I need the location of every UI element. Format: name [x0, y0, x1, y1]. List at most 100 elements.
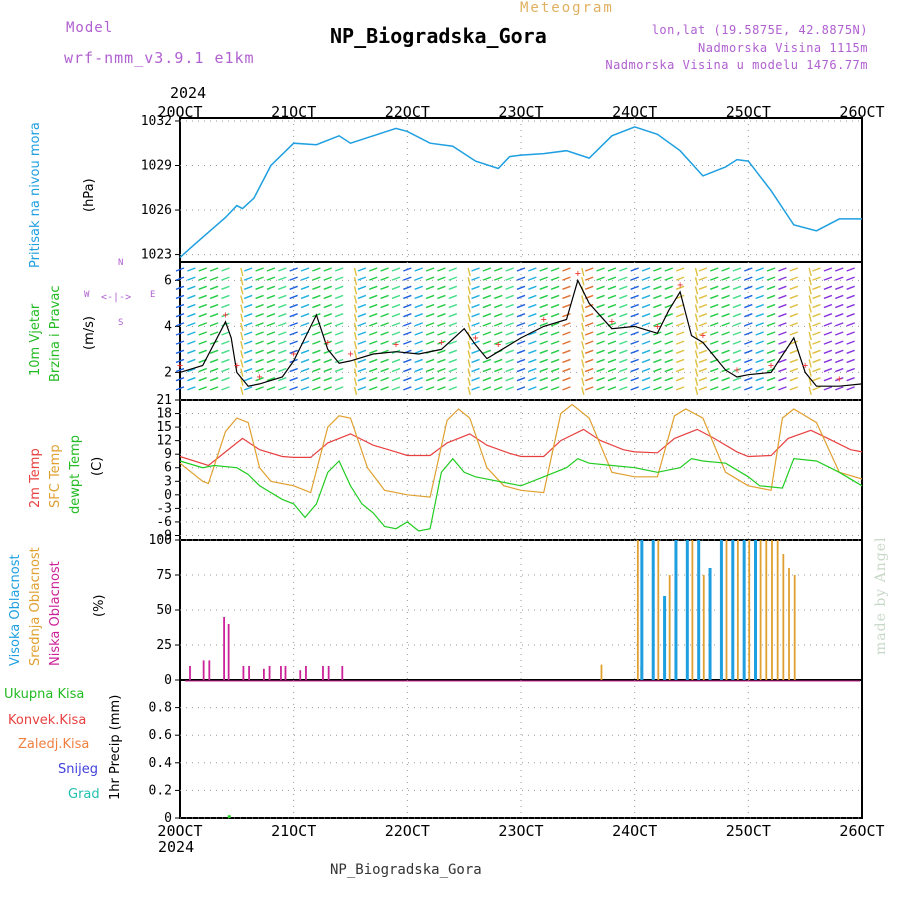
cloud-bar	[262, 668, 265, 680]
wind-barb	[505, 386, 514, 391]
wind-barb	[694, 359, 699, 368]
wind-barb	[698, 367, 708, 373]
wind-barb	[584, 340, 594, 345]
wind-barb	[243, 276, 253, 281]
wind-barb	[243, 340, 253, 345]
wind-barb	[175, 340, 185, 345]
wind-barb	[414, 349, 423, 354]
wind-barb	[732, 267, 742, 272]
wind-barb	[641, 386, 651, 391]
cloud-bar	[242, 666, 245, 680]
wind-barb	[209, 349, 219, 354]
wind-barb	[425, 377, 435, 382]
wind-barb	[425, 358, 435, 364]
wind-barb	[630, 358, 639, 364]
wind-barb	[266, 340, 276, 345]
wind-barb	[380, 322, 389, 327]
wind-barb	[209, 313, 219, 318]
cloud-bar	[636, 540, 639, 680]
wind-barb	[323, 331, 333, 336]
cloud-bar	[782, 554, 785, 680]
x-tick-label-top: 21OCT	[271, 103, 316, 121]
wind-barb	[289, 349, 298, 354]
wind-barb	[596, 377, 605, 382]
wind-barb	[812, 322, 821, 327]
wind-barb	[709, 340, 719, 345]
x-tick-label-top: 22OCT	[385, 103, 430, 121]
wind-barb	[467, 350, 471, 359]
wind-barb	[471, 294, 480, 300]
wind-barb	[198, 322, 207, 327]
wind-barb	[221, 377, 230, 382]
wind-barb	[581, 267, 585, 277]
wind-barb	[562, 303, 571, 309]
y-tick-label: -9	[156, 528, 172, 543]
wind-barb	[278, 267, 287, 272]
wind-barb	[607, 340, 617, 345]
wind-barb	[414, 303, 423, 309]
wind-barb	[187, 377, 196, 382]
wind-barb	[808, 340, 812, 350]
wind-barb	[778, 267, 787, 272]
wind-barb	[357, 294, 367, 300]
wind-barb	[289, 276, 298, 281]
wind-barb	[353, 386, 358, 396]
wind-barb	[653, 303, 662, 309]
model-name: wrf-nmm_v3.9.1 e1km	[64, 49, 255, 67]
wind-barb	[266, 276, 276, 281]
wind-barb	[846, 386, 855, 391]
wind-barb	[664, 294, 674, 300]
wind-barb	[755, 331, 764, 336]
wind-barb	[278, 331, 287, 336]
wind-barb	[607, 331, 617, 336]
wind-barb	[198, 294, 207, 300]
wind-barb	[482, 386, 492, 391]
wind-barb	[425, 303, 435, 309]
wind-barb	[653, 349, 662, 354]
wind-barb	[607, 386, 617, 391]
wind-barb	[221, 386, 230, 391]
cloud-bar	[227, 624, 230, 680]
wind-barb	[709, 285, 719, 290]
wind-barb	[619, 340, 628, 345]
wind-barb	[391, 313, 401, 318]
wind-barb	[516, 276, 526, 281]
wind-barb	[187, 313, 196, 318]
wind-barb	[516, 340, 526, 345]
wind-barb	[175, 358, 185, 364]
wind-barb	[467, 368, 471, 377]
wind-barb	[266, 386, 276, 391]
wind-barb	[391, 340, 401, 345]
wind-barb	[562, 349, 571, 354]
wind-barb	[278, 358, 287, 364]
wind-barb	[278, 349, 287, 354]
wind-barb	[334, 349, 344, 354]
series-line-2m-temp	[179, 428, 863, 467]
wind-barb	[550, 267, 560, 272]
wind-barb	[732, 358, 742, 364]
wind-barb	[266, 358, 276, 364]
cloud-bar	[299, 670, 302, 680]
wind-barb	[357, 267, 367, 272]
wind-barb	[641, 377, 651, 382]
wind-barb	[664, 377, 674, 382]
wind-barb	[584, 377, 594, 382]
wind-gust-marker: +	[700, 331, 706, 342]
y-tick-label: 15	[156, 420, 172, 435]
wind-barb	[209, 294, 219, 300]
wind-barb	[243, 313, 253, 318]
wind-barb	[630, 377, 639, 382]
x-tick-label-bottom: 21OCT	[271, 822, 316, 840]
wind-barb	[694, 286, 699, 295]
series-line-sfc-temp	[179, 403, 863, 498]
wind-barb	[812, 285, 821, 290]
wind-barb	[808, 386, 812, 396]
wind-barb	[357, 386, 367, 391]
wind-barb	[289, 340, 298, 345]
wind-barb	[694, 295, 699, 304]
y-tick-label: 9	[164, 447, 172, 462]
wind-barb	[357, 349, 367, 354]
wind-barb	[437, 322, 446, 327]
wind-barb	[732, 349, 742, 354]
wind-barb	[187, 294, 196, 300]
